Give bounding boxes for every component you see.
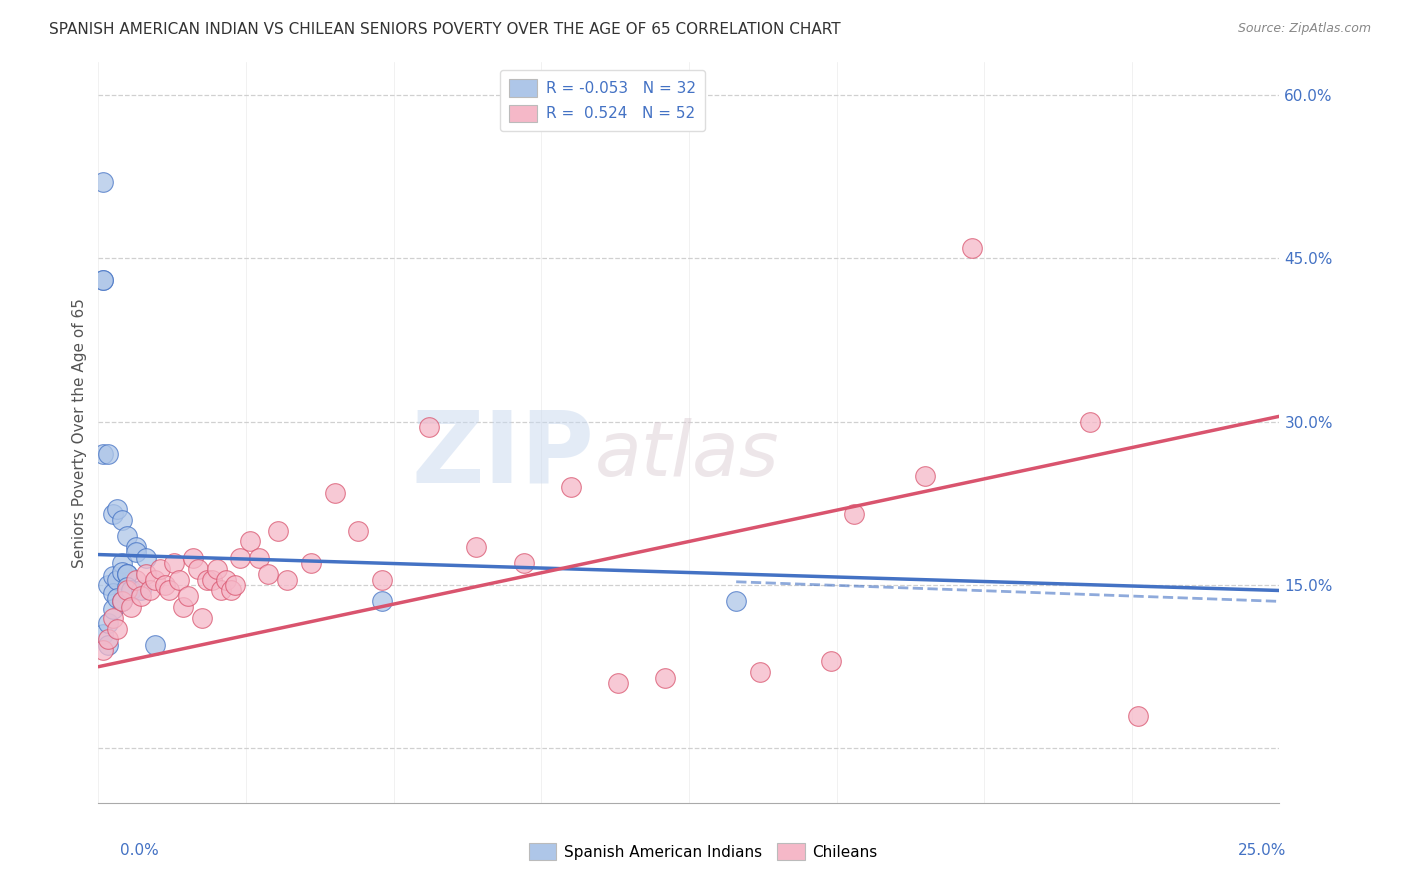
Point [820,654,842,668]
Point [129,589,152,603]
Point [654,671,676,685]
Point [91,447,114,461]
Point [465,540,488,554]
Point [97,447,120,461]
Point [371,594,394,608]
Point [1080,415,1102,429]
Point [914,469,936,483]
Point [205,562,228,576]
Point [115,567,138,582]
Point [512,556,534,570]
Point [157,583,180,598]
Point [149,562,172,576]
Point [219,583,242,598]
Point [201,573,224,587]
Point [560,480,582,494]
Point [276,573,298,587]
Legend: Spanish American Indians, Chileans: Spanish American Indians, Chileans [523,837,883,866]
Point [105,622,128,636]
Point [607,676,630,690]
Point [101,602,124,616]
Point [115,529,138,543]
Point [115,580,138,594]
Point [195,573,218,587]
Point [97,616,120,631]
Point [257,567,280,582]
Point [191,611,214,625]
Point [209,583,232,598]
Point [299,556,322,570]
Point [105,501,128,516]
Point [91,627,114,641]
Point [115,583,138,598]
Point [177,589,200,603]
Point [153,578,176,592]
Point [267,524,290,538]
Point [105,573,128,587]
Point [135,550,157,565]
Point [172,599,194,614]
Point [725,594,748,608]
Legend: R = -0.053   N = 32, R =  0.524   N = 52: R = -0.053 N = 32, R = 0.524 N = 52 [501,70,704,131]
Point [135,567,157,582]
Point [111,594,134,608]
Text: atlas: atlas [595,417,779,491]
Point [187,562,209,576]
Point [167,573,190,587]
Point [91,273,114,287]
Point [91,273,114,287]
Text: 25.0%: 25.0% [1239,843,1286,858]
Point [101,585,124,599]
Point [111,513,134,527]
Point [111,565,134,579]
Text: 0.0%: 0.0% [120,843,159,858]
Point [347,524,370,538]
Point [121,583,143,598]
Point [105,591,128,606]
Point [1126,708,1149,723]
Y-axis label: Seniors Poverty Over the Age of 65: Seniors Poverty Over the Age of 65 [72,298,87,567]
Point [97,632,120,647]
Point [163,556,186,570]
Point [129,583,152,598]
Point [111,556,134,570]
Text: ZIP: ZIP [412,407,595,503]
Point [239,534,262,549]
Point [115,567,138,582]
Point [418,420,440,434]
Point [323,485,346,500]
Point [229,550,252,565]
Point [101,508,124,522]
Point [101,569,124,583]
Point [181,550,204,565]
Point [101,611,124,625]
Point [125,540,148,554]
Point [247,550,270,565]
Point [215,573,238,587]
Point [748,665,770,680]
Point [125,573,148,587]
Point [91,175,114,189]
Point [91,643,114,657]
Point [962,240,984,255]
Point [844,508,866,522]
Point [97,638,120,652]
Point [97,578,120,592]
Point [121,599,143,614]
Text: SPANISH AMERICAN INDIAN VS CHILEAN SENIORS POVERTY OVER THE AGE OF 65 CORRELATIO: SPANISH AMERICAN INDIAN VS CHILEAN SENIO… [49,22,841,37]
Point [224,578,246,592]
Point [111,594,134,608]
Text: Source: ZipAtlas.com: Source: ZipAtlas.com [1237,22,1371,36]
Point [143,638,166,652]
Point [125,545,148,559]
Point [371,573,394,587]
Point [139,583,162,598]
Point [143,573,166,587]
